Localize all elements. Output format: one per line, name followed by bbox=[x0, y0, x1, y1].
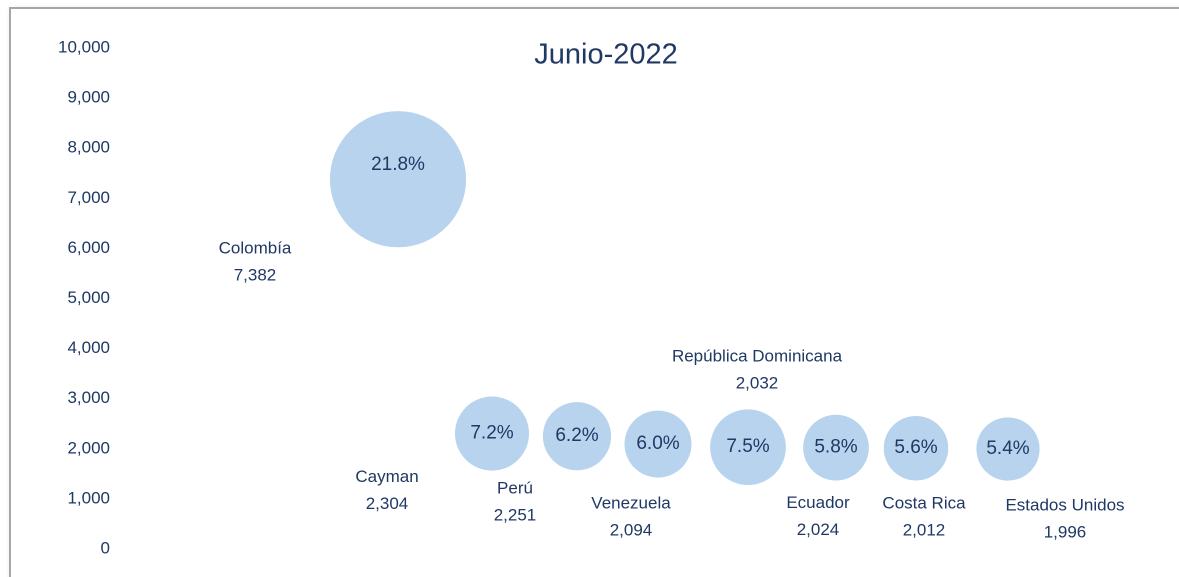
y-tick-label: 0 bbox=[101, 538, 110, 557]
y-tick-label: 8,000 bbox=[67, 138, 110, 157]
size-label: 5.8% bbox=[814, 437, 857, 458]
y-tick-label: 4,000 bbox=[67, 338, 110, 357]
value-label: 2,032 bbox=[736, 374, 779, 393]
value-label: 2,012 bbox=[903, 521, 946, 540]
category-label: Ecuador bbox=[786, 493, 850, 512]
size-label: 7.5% bbox=[726, 436, 769, 457]
category-label: Cayman bbox=[355, 467, 418, 486]
bubble bbox=[329, 111, 467, 248]
y-tick-label: 5,000 bbox=[67, 288, 110, 307]
y-tick-label: 3,000 bbox=[67, 388, 110, 407]
chart-frame bbox=[9, 7, 1179, 577]
value-label: 2,024 bbox=[797, 520, 840, 539]
category-label: República Dominicana bbox=[672, 347, 843, 366]
y-tick-label: 9,000 bbox=[67, 88, 110, 107]
y-tick-label: 7,000 bbox=[67, 188, 110, 207]
bubble bbox=[976, 417, 1040, 481]
value-label: 2,251 bbox=[494, 506, 537, 525]
category-label: Costa Rica bbox=[882, 494, 966, 513]
y-tick-label: 2,000 bbox=[67, 438, 110, 457]
bubble bbox=[624, 410, 692, 478]
category-label: Venezuela bbox=[591, 494, 671, 513]
bubble bbox=[803, 414, 869, 481]
category-label: Perú bbox=[497, 479, 533, 498]
size-label: 21.8% bbox=[371, 154, 425, 175]
category-label: Colombía bbox=[219, 239, 292, 258]
value-label: 2,304 bbox=[366, 494, 409, 513]
category-label: Estados Unidos bbox=[1005, 495, 1124, 514]
bubble bbox=[454, 396, 530, 471]
bubble bbox=[542, 402, 612, 471]
size-label: 5.4% bbox=[986, 438, 1029, 459]
y-tick-label: 6,000 bbox=[67, 238, 110, 257]
value-label: 1,996 bbox=[1044, 522, 1087, 541]
bubble bbox=[710, 409, 786, 486]
chart-title: Junio-2022 bbox=[534, 39, 678, 71]
size-label: 6.2% bbox=[555, 425, 598, 446]
y-tick-label: 10,000 bbox=[58, 37, 110, 56]
size-label: 5.6% bbox=[894, 437, 937, 458]
value-label: 2,094 bbox=[610, 521, 653, 540]
bubble bbox=[883, 415, 949, 481]
size-label: 7.2% bbox=[470, 423, 513, 444]
value-label: 7,382 bbox=[234, 266, 277, 285]
size-label: 6.0% bbox=[636, 433, 679, 454]
y-tick-label: 1,000 bbox=[67, 488, 110, 507]
